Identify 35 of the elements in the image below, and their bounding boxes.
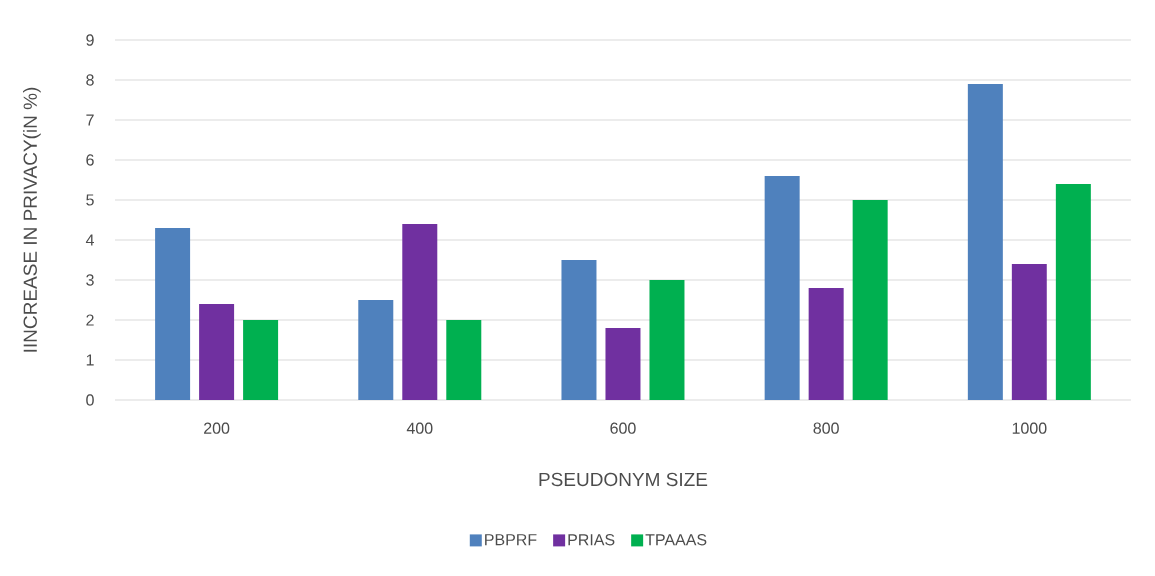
y-axis-title: IINCREASE IN PRIVACY(iN %) (23, 87, 41, 352)
x-tick-label: 400 (406, 422, 433, 434)
x-tick-label: 1000 (1012, 422, 1047, 434)
y-tick-label: 4 (85, 234, 94, 246)
y-tick-label: 1 (86, 354, 94, 366)
y-tick-label: 3 (86, 274, 94, 286)
y-tick-label: 0 (86, 394, 94, 406)
bar (605, 328, 641, 400)
y-tick-label: 2 (86, 314, 94, 326)
legend-label: TPAAAS (645, 534, 707, 546)
bar (402, 224, 438, 400)
bar (561, 260, 597, 400)
x-axis-title: PSEUDONYM SIZE (539, 472, 708, 487)
x-tick-label: 200 (204, 422, 230, 434)
y-tick-label: 9 (86, 34, 94, 46)
bar (1011, 264, 1047, 400)
x-tick-label: 600 (610, 422, 636, 434)
legend-label: PBPRF (485, 534, 537, 546)
y-tick-label: 6 (86, 154, 94, 166)
bar (852, 200, 888, 400)
bar (243, 320, 279, 400)
bar (764, 176, 800, 400)
bar (1055, 184, 1091, 400)
x-tick-label: 800 (813, 422, 839, 434)
y-tick-label: 8 (86, 74, 94, 86)
bar (199, 304, 235, 400)
bar (967, 84, 1003, 400)
bar (446, 320, 482, 400)
bar (155, 228, 191, 400)
bar (358, 300, 394, 400)
bar (808, 288, 844, 400)
y-tick-label: 7 (86, 114, 94, 126)
bar (649, 280, 685, 400)
y-tick-label: 5 (86, 194, 94, 206)
legend-label: PRIAS (568, 534, 615, 546)
